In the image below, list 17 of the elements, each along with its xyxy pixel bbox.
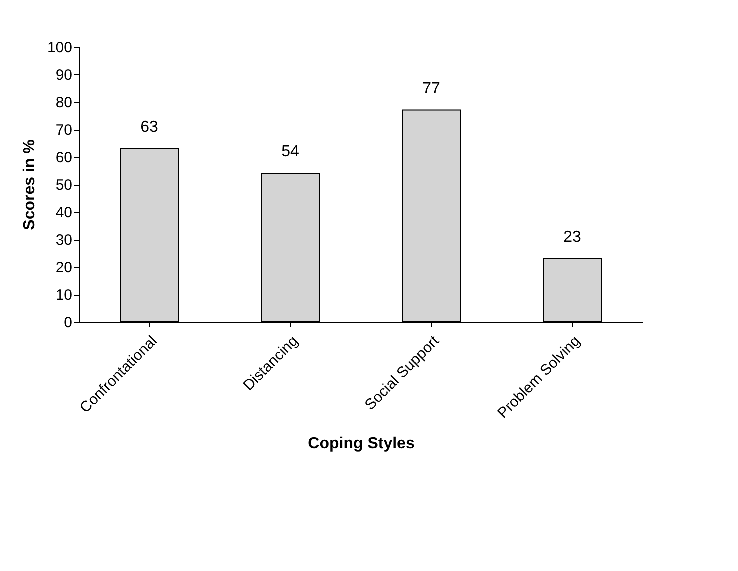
data-label: 23 <box>564 228 582 246</box>
y-tick-label: 30 <box>56 232 72 249</box>
x-axis-title: Coping Styles <box>308 435 415 452</box>
y-tick-label: 90 <box>56 67 72 84</box>
data-label: 77 <box>422 80 440 98</box>
y-axis-title: Scores in % <box>21 140 38 230</box>
y-tick-label: 20 <box>56 260 72 276</box>
y-tick-label: 70 <box>56 122 72 139</box>
y-tick-label: 40 <box>56 204 72 222</box>
y-tick-label: 60 <box>56 150 72 166</box>
y-tick-label: 100 <box>47 40 72 56</box>
y-tick-label: 50 <box>56 177 72 194</box>
y-tick-label: 0 <box>64 314 72 332</box>
data-label: 54 <box>282 144 300 160</box>
y-tick-label: 80 <box>56 94 72 112</box>
y-tick-label: 10 <box>56 287 72 304</box>
data-label: 63 <box>140 118 158 136</box>
